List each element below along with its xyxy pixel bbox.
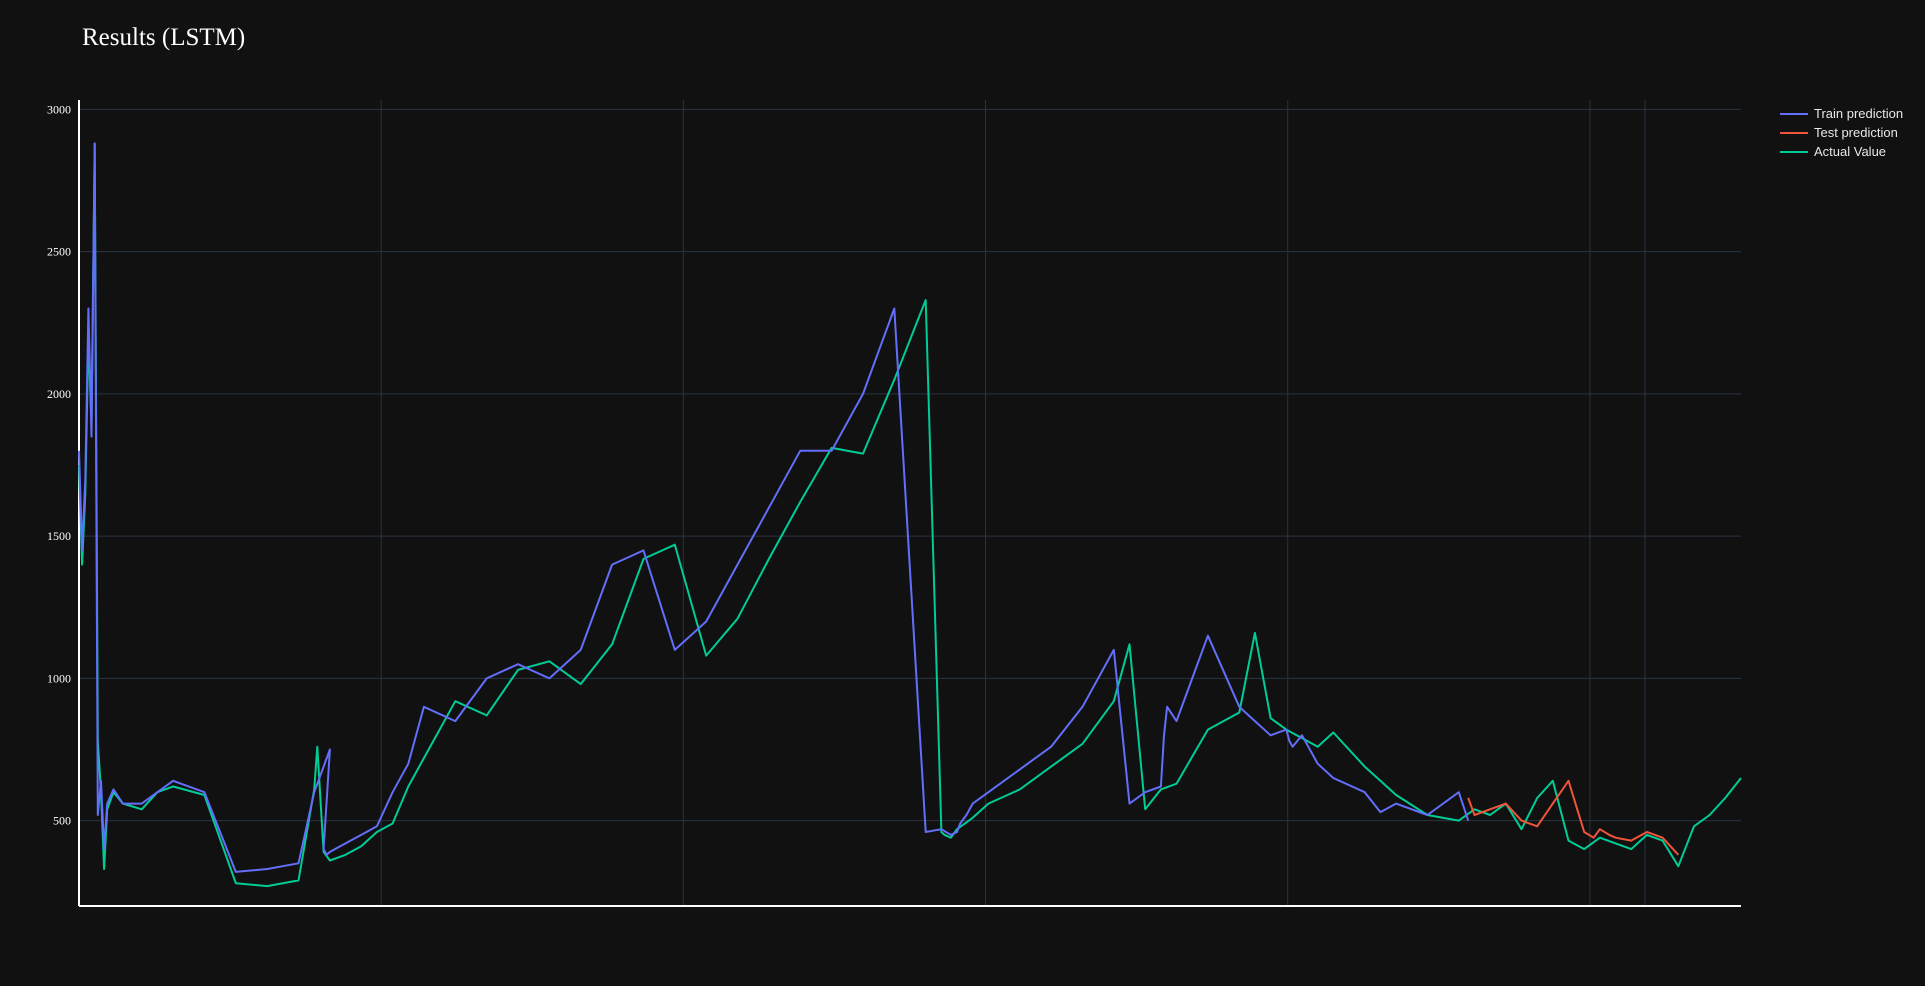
legend-label: Actual Value — [1814, 144, 1886, 159]
legend-label: Test prediction — [1814, 125, 1898, 140]
grid-layer — [79, 100, 1741, 906]
y-tick-label: 2000 — [47, 387, 71, 401]
legend-label: Train prediction — [1814, 106, 1903, 121]
legend-item[interactable]: Train prediction — [1780, 106, 1903, 121]
legend-item[interactable]: Actual Value — [1780, 144, 1886, 159]
chart-title: Results (LSTM) — [82, 24, 246, 51]
y-tick-label: 500 — [53, 814, 71, 828]
axis-layer: 500 1000 1500 2000 2500 3000 — [47, 100, 1741, 907]
y-tick-label: 1000 — [47, 671, 71, 685]
legend[interactable]: Train prediction Test prediction Actual Va… — [1780, 106, 1903, 159]
series-layer — [78, 142, 1742, 888]
series-line-test-prediction — [1467, 779, 1680, 856]
y-tick-label: 3000 — [47, 102, 71, 116]
y-tick-label: 2500 — [47, 245, 71, 259]
y-tick-label: 1500 — [47, 529, 71, 543]
legend-item[interactable]: Test prediction — [1780, 125, 1898, 140]
series-line-train-prediction — [78, 142, 1470, 873]
